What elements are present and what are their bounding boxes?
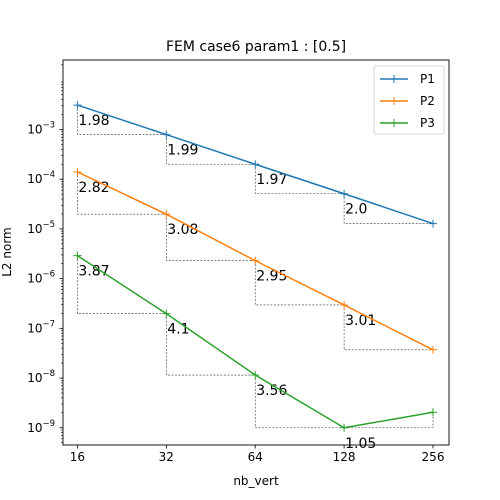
y-tick-label: 10−6 [27,270,55,286]
slope-triangle [254,375,345,429]
x-tick-label: 64 [248,450,263,464]
y-axis-label: L2 norm [0,227,14,277]
data-point [429,408,438,417]
data-point [73,101,82,110]
slope-label: 2.82 [78,180,109,196]
data-point [73,251,82,260]
slope-triangle [166,134,256,165]
x-axis-label: nb_vert [233,474,279,488]
x-tick-label: 128 [333,450,356,464]
chart-title: FEM case6 param1 : [0.5] [166,39,346,55]
slope-label: 3.08 [167,222,198,238]
slope-label: 1.05 [345,436,376,452]
slope-label: 3.01 [345,313,376,329]
legend-marker [390,119,398,127]
legend-label: P1 [420,72,435,86]
slope-triangle [77,105,167,135]
data-point [162,210,171,219]
data-point [251,371,260,380]
data-point [340,423,349,432]
plot-area: 1.98 1.99 1.97 2.0 2.82 3.08 2.95 3.01 3.87 4.1 3.… [73,101,438,452]
y-tick-label: 10−5 [27,220,55,236]
y-tick-label: 10−9 [27,419,55,435]
slope-triangle [166,214,256,261]
slope-label: 1.97 [256,172,287,188]
y-tick-label: 10−7 [27,319,55,335]
legend-marker [390,75,398,83]
slope-label: 1.99 [167,143,198,159]
legend-label: P2 [420,94,435,108]
legend: P1 P2 P3 [373,65,445,135]
slope-triangle [254,260,345,306]
data-point [340,189,349,198]
slope-triangle [77,171,167,215]
slope-triangle [344,412,434,429]
y-axis: 10−9 10−8 10−7 10−6 10−5 10−4 10−3 [27,64,63,444]
slope-label: 2.0 [345,202,367,218]
slope-label: 4.1 [167,322,189,338]
slope-triangle [343,304,434,351]
x-tick-label: 16 [70,450,85,464]
y-tick-label: 10−3 [27,120,55,136]
slope-triangle [166,313,256,376]
legend-box [373,65,445,135]
data-point [340,300,349,309]
data-point [251,256,260,265]
data-point [162,309,171,318]
x-tick-label: 256 [422,450,445,464]
plot-frame [62,59,450,446]
data-point [429,219,438,228]
slope-triangle [343,193,434,224]
slope-label: 2.95 [256,269,287,285]
slope-triangle [254,164,345,195]
data-point [73,167,82,176]
x-tick-label: 32 [159,450,174,464]
data-point [251,160,260,169]
data-point [429,345,438,354]
y-tick-label: 10−4 [27,170,55,186]
slope-label: 1.98 [78,113,109,129]
legend-label: P3 [420,116,435,130]
slope-label: 3.87 [78,264,109,280]
y-tick-label: 10−8 [27,369,55,385]
slope-label: 3.56 [256,383,287,399]
x-axis: 16 32 64 128 256 [70,445,445,464]
slope-triangle [77,255,167,314]
data-point [162,130,171,139]
legend-marker [390,97,398,105]
